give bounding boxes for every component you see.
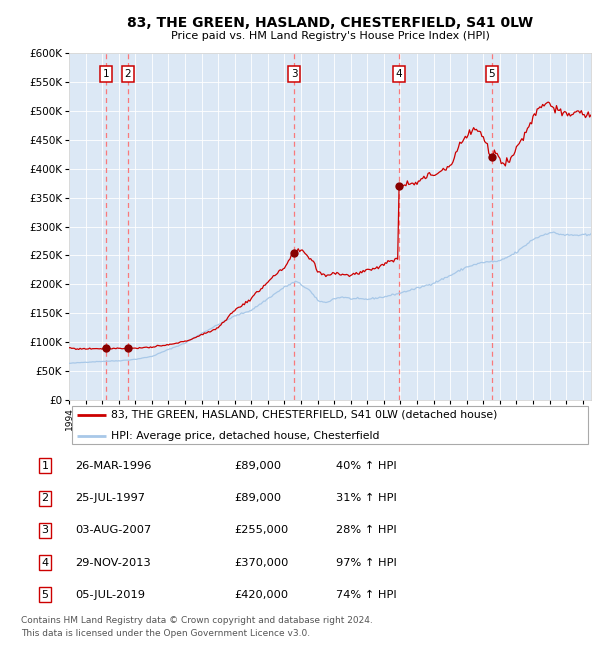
FancyBboxPatch shape bbox=[71, 406, 589, 443]
Text: £255,000: £255,000 bbox=[234, 525, 288, 536]
Text: 2: 2 bbox=[41, 493, 49, 503]
Text: 4: 4 bbox=[41, 558, 49, 567]
Text: £370,000: £370,000 bbox=[234, 558, 289, 567]
Text: 2: 2 bbox=[125, 69, 131, 79]
Text: 31% ↑ HPI: 31% ↑ HPI bbox=[336, 493, 397, 503]
Text: 29-NOV-2013: 29-NOV-2013 bbox=[75, 558, 151, 567]
Text: 28% ↑ HPI: 28% ↑ HPI bbox=[336, 525, 397, 536]
Text: 1: 1 bbox=[103, 69, 109, 79]
Text: 40% ↑ HPI: 40% ↑ HPI bbox=[336, 461, 397, 471]
Text: 83, THE GREEN, HASLAND, CHESTERFIELD, S41 0LW: 83, THE GREEN, HASLAND, CHESTERFIELD, S4… bbox=[127, 16, 533, 31]
Text: HPI: Average price, detached house, Chesterfield: HPI: Average price, detached house, Ches… bbox=[111, 431, 379, 441]
Text: 05-JUL-2019: 05-JUL-2019 bbox=[75, 590, 145, 600]
Text: 03-AUG-2007: 03-AUG-2007 bbox=[75, 525, 151, 536]
Text: Contains HM Land Registry data © Crown copyright and database right 2024.: Contains HM Land Registry data © Crown c… bbox=[21, 616, 373, 625]
Text: 26-MAR-1996: 26-MAR-1996 bbox=[75, 461, 151, 471]
Text: 5: 5 bbox=[41, 590, 49, 600]
Text: 83, THE GREEN, HASLAND, CHESTERFIELD, S41 0LW (detached house): 83, THE GREEN, HASLAND, CHESTERFIELD, S4… bbox=[111, 410, 497, 420]
Text: 97% ↑ HPI: 97% ↑ HPI bbox=[336, 558, 397, 567]
Text: Price paid vs. HM Land Registry's House Price Index (HPI): Price paid vs. HM Land Registry's House … bbox=[170, 31, 490, 40]
Text: 74% ↑ HPI: 74% ↑ HPI bbox=[336, 590, 397, 600]
Text: 4: 4 bbox=[395, 69, 402, 79]
Text: £420,000: £420,000 bbox=[234, 590, 288, 600]
Text: This data is licensed under the Open Government Licence v3.0.: This data is licensed under the Open Gov… bbox=[21, 629, 310, 638]
Text: 1: 1 bbox=[41, 461, 49, 471]
Text: 5: 5 bbox=[488, 69, 495, 79]
Text: 3: 3 bbox=[291, 69, 298, 79]
Text: 25-JUL-1997: 25-JUL-1997 bbox=[75, 493, 145, 503]
Text: £89,000: £89,000 bbox=[234, 461, 281, 471]
Text: £89,000: £89,000 bbox=[234, 493, 281, 503]
Text: 3: 3 bbox=[41, 525, 49, 536]
